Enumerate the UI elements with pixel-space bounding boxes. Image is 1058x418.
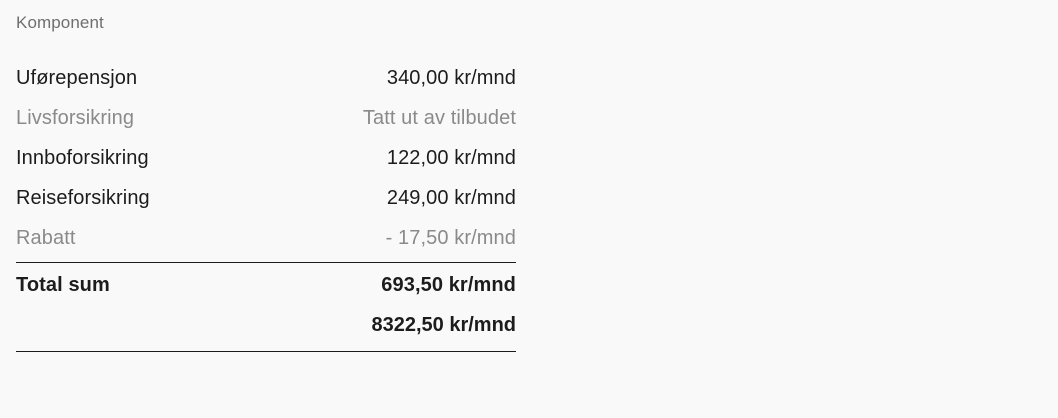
row-name: Rabatt [16,226,76,249]
row-name: Innboforsikring [16,146,149,169]
row-value: 340,00 kr/mnd [386,66,516,89]
component-list: Uførepensjon 340,00 kr/mnd Livsforsikrin… [16,58,516,258]
row-rabatt: Rabatt - 17,50 kr/mnd [16,218,516,258]
total-secondary: 8322,50 kr/mnd [371,313,516,336]
total-row: Total sum 693,50 kr/mnd [16,263,516,307]
column-header: Komponent [16,13,104,32]
row-reiseforsikring: Reiseforsikring 249,00 kr/mnd [16,178,516,218]
row-value: 122,00 kr/mnd [386,146,516,169]
price-summary: Komponent Uførepensjon 340,00 kr/mnd Liv… [16,0,516,352]
total-monthly: 693,50 kr/mnd [381,273,516,296]
row-uforepensjon: Uførepensjon 340,00 kr/mnd [16,58,516,98]
row-livsforsikring: Livsforsikring Tatt ut av tilbudet [16,98,516,138]
row-name: Reiseforsikring [16,186,150,209]
row-value: - 17,50 kr/mnd [385,226,516,249]
row-value: Tatt ut av tilbudet [362,106,516,129]
row-innboforsikring: Innboforsikring 122,00 kr/mnd [16,138,516,178]
row-name: Livsforsikring [16,106,135,129]
total-secondary-row: 8322,50 kr/mnd [16,307,516,343]
row-value: 249,00 kr/mnd [386,186,516,209]
bottom-divider [16,351,516,352]
row-name: Uførepensjon [16,66,138,89]
total-label: Total sum [16,273,110,296]
total-divider [16,262,516,263]
